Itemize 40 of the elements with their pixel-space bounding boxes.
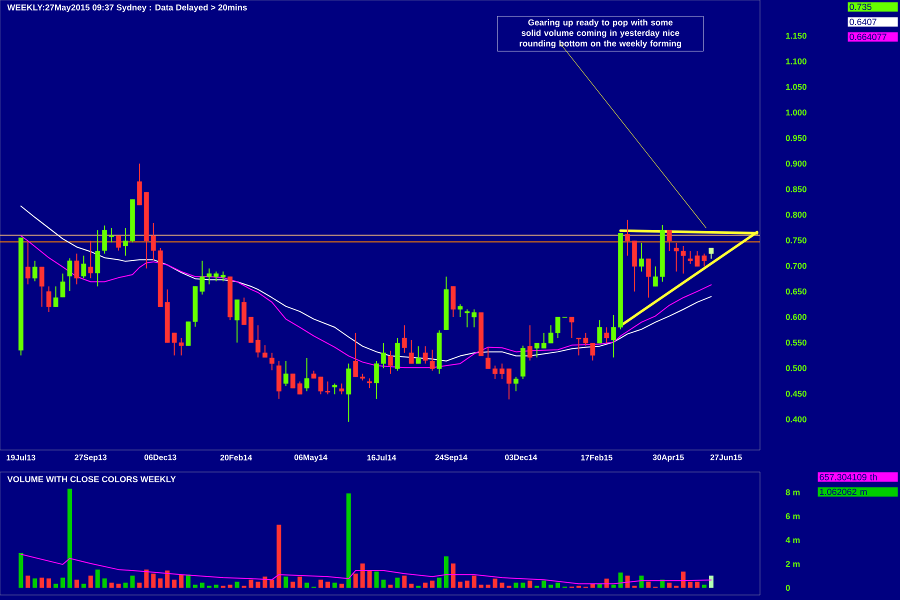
x-tick-label: 17Feb15	[581, 454, 612, 460]
x-tick-label: 20Feb14	[220, 454, 252, 460]
text: 0.735	[850, 4, 872, 10]
text: 657.304109 th	[820, 474, 877, 480]
y-tick-label: 0.450	[786, 390, 806, 397]
annotation: Gearing up ready to pop with some solid volume coming in yesterday nice rounding bottom on the weekly forming	[520, 19, 682, 48]
text: 0.664077	[850, 34, 886, 40]
y-tick-label: 1.050	[786, 84, 806, 90]
y-tick-label: 0.800	[786, 212, 806, 218]
text: 0.6407	[850, 18, 876, 26]
y-tick-label: 0.500	[786, 365, 806, 372]
y-tick-label: 1.150	[786, 32, 806, 39]
y-tick-label: 0.600	[786, 314, 806, 320]
y-tick-label: 2 m	[786, 560, 800, 567]
y-tick-label: 0.950	[786, 135, 806, 142]
text: 1.062062 m	[820, 488, 867, 496]
y-tick-label: 0.850	[786, 186, 806, 192]
chart-title: WEEKLY:27May2015 09:37 Sydney : Data Delayed > 20mins	[7, 4, 247, 12]
x-tick-label: 27Jun15	[710, 454, 742, 460]
y-tick-label: 0	[786, 584, 790, 591]
x-tick-label: 19Jul13	[6, 454, 36, 460]
y-tick-label: 0.550	[786, 340, 806, 346]
y-tick-label: 0.750	[786, 237, 806, 244]
x-tick-label: 06Dec13	[144, 454, 176, 460]
y-tick-label: 0.900	[786, 160, 806, 167]
chart-title: VOLUME WITH CLOSE COLORS WEEKLY	[7, 476, 176, 482]
x-tick-label: 16Jul14	[367, 454, 396, 460]
x-tick-label: 27Sep13	[74, 454, 107, 462]
y-tick-label: 0.700	[786, 262, 806, 269]
y-tick-label: 0.650	[786, 288, 806, 294]
y-tick-label: 1.000	[786, 110, 806, 116]
y-tick-label: 8 m	[786, 489, 800, 496]
x-tick-label: 03Dec14	[505, 454, 538, 460]
y-tick-label: 1.100	[786, 58, 806, 64]
y-tick-label: 6 m	[786, 513, 800, 520]
y-tick-label: 0.400	[786, 416, 806, 422]
x-tick-label: 30Apr15	[652, 454, 684, 462]
y-tick-label: 4 m	[786, 537, 800, 543]
x-tick-label: 06May14	[294, 454, 328, 462]
x-tick-label: 24Sep14	[435, 454, 468, 462]
